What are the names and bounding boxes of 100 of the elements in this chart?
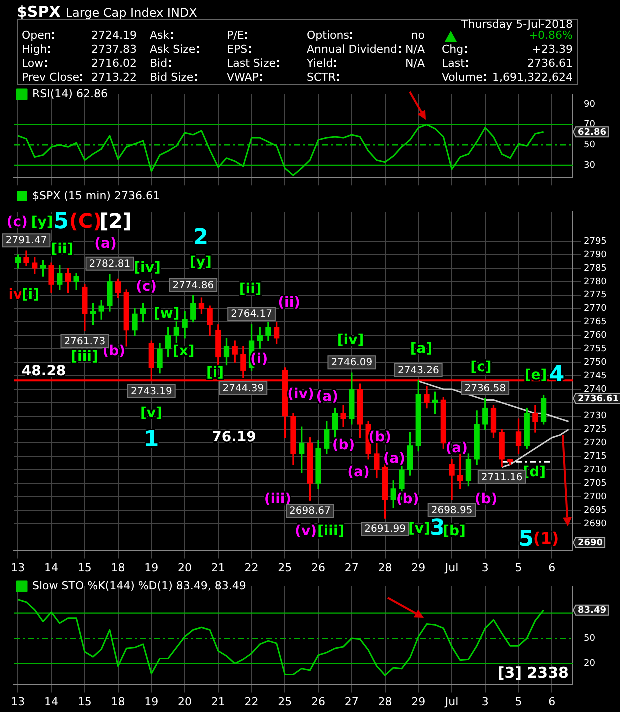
y-tick-label: 2785 bbox=[584, 264, 607, 274]
x-tick-label: 19 bbox=[144, 561, 159, 574]
annotation: (a) bbox=[316, 389, 338, 406]
category-label: Last bbox=[442, 57, 465, 70]
annotation: 2743.19 bbox=[130, 386, 172, 398]
annotation: [c] bbox=[470, 360, 492, 376]
annotation: [iv] bbox=[134, 260, 161, 276]
y-tick-label: 2700 bbox=[584, 492, 608, 502]
x-tick-label: 15 bbox=[78, 695, 92, 708]
x-tick-label: 27 bbox=[344, 695, 359, 708]
category-label: Ask bbox=[150, 29, 170, 42]
annotation: [3] 2338 bbox=[498, 664, 569, 682]
y-tick-label: 2725 bbox=[584, 425, 607, 436]
annotation: (a) bbox=[94, 236, 117, 252]
x-tick-label: 5 bbox=[515, 695, 522, 708]
annotation: 2744.39 bbox=[222, 383, 264, 394]
annotation: (b) bbox=[396, 491, 420, 508]
annotation: 2746.09 bbox=[331, 358, 373, 369]
annotation: 3 bbox=[430, 516, 446, 542]
y-tick-label: 2755 bbox=[584, 344, 607, 354]
annotation: [a] bbox=[410, 340, 433, 357]
category-label: VWAP bbox=[227, 71, 259, 84]
y-tick-label: 2760 bbox=[584, 331, 608, 342]
category-label: Annual Dividend bbox=[307, 43, 398, 56]
y-tick-label: 2730 bbox=[584, 412, 608, 422]
x-tick-label: 13 bbox=[11, 695, 26, 708]
annotation: [iii] bbox=[317, 524, 345, 540]
x-tick-label: 14 bbox=[44, 561, 59, 574]
y-tick-label: 50 bbox=[584, 634, 596, 644]
x-tick-label: 26 bbox=[312, 695, 326, 708]
annotation: (v) bbox=[295, 524, 317, 540]
category-label: Bid Size bbox=[150, 71, 194, 84]
text: Thursday 5-Jul-2018 bbox=[462, 18, 573, 31]
x-tick-label: Jul bbox=[444, 695, 459, 708]
x-tick-label: 21 bbox=[211, 561, 226, 574]
category-label: EPS bbox=[227, 43, 248, 56]
annotation: 2743.26 bbox=[398, 365, 440, 376]
y-tick-label: 2720 bbox=[584, 438, 608, 449]
category-label: Ask Size bbox=[150, 43, 196, 56]
x-tick-label: 3 bbox=[482, 695, 489, 708]
annotation: 2761.73 bbox=[64, 336, 106, 348]
y-tick-label: 2690 bbox=[584, 519, 608, 530]
annotation: 2764.17 bbox=[231, 309, 272, 320]
text: 2737.83 bbox=[92, 43, 137, 56]
annotation: [e] bbox=[524, 368, 548, 384]
x-tick-label: 29 bbox=[412, 561, 426, 574]
annotation: [ii] bbox=[51, 241, 74, 258]
annotation: [y] bbox=[31, 214, 54, 230]
annotation: [v] bbox=[408, 520, 430, 537]
annotation: 2698.95 bbox=[431, 505, 473, 516]
annotation: [i] bbox=[22, 286, 40, 303]
annotation: (a) bbox=[446, 440, 468, 456]
legend-label: $SPX (15 min) 2736.61 bbox=[32, 189, 160, 202]
x-tick-label: 14 bbox=[44, 695, 59, 708]
y-tick-label: 2765 bbox=[584, 318, 607, 328]
x-tick-label: 20 bbox=[178, 695, 192, 708]
annotation: 2698.67 bbox=[290, 506, 331, 518]
text: 2716.02 bbox=[92, 57, 137, 70]
x-tick-label: 25 bbox=[278, 561, 292, 574]
category-label: Low bbox=[22, 57, 44, 70]
annotation: 5 bbox=[518, 526, 534, 552]
annotation: (a) bbox=[348, 464, 370, 480]
annotation: (b) bbox=[474, 491, 498, 508]
category-label: Last Size bbox=[227, 57, 276, 70]
annotation: (C) bbox=[69, 208, 102, 233]
x-tick-label: 20 bbox=[178, 561, 192, 574]
text: $SPX bbox=[17, 3, 61, 21]
text: N/A bbox=[406, 57, 425, 70]
y-tick-label: 2790 bbox=[584, 250, 608, 260]
x-tick-label: 3 bbox=[482, 561, 489, 574]
x-tick-label: 15 bbox=[78, 561, 92, 574]
y-tick-label: 30 bbox=[584, 160, 596, 171]
x-tick-label: 22 bbox=[244, 695, 259, 708]
annotation: 2711.16 bbox=[481, 472, 523, 484]
y-tick-label: 2770 bbox=[584, 304, 608, 314]
annotation: 2 bbox=[193, 226, 209, 251]
x-tick-label: 5 bbox=[515, 561, 522, 574]
annotation: [b] bbox=[443, 524, 466, 540]
y-tick-label: 2780 bbox=[584, 277, 608, 288]
annotation: (iii) bbox=[264, 491, 292, 508]
x-tick-label: 18 bbox=[111, 561, 126, 574]
text: no bbox=[411, 29, 425, 42]
annotation: (c) bbox=[136, 278, 158, 295]
annotation: [2] bbox=[100, 208, 132, 233]
annotation: [iv] bbox=[337, 332, 364, 349]
y-tick-label: 2740 bbox=[584, 384, 608, 395]
y-tick-label: 2775 bbox=[584, 290, 607, 301]
y-tick-label: 2745 bbox=[584, 371, 607, 382]
x-tick-label: 22 bbox=[244, 561, 259, 574]
category-label: SCTR bbox=[307, 71, 336, 84]
x-tick-label: 25 bbox=[278, 695, 292, 708]
annotation: (b) bbox=[332, 438, 356, 454]
legend-label: Slow STO %K(144) %D(1) 83.49, 83.49 bbox=[32, 579, 246, 592]
x-tick-label: Jul bbox=[444, 561, 459, 574]
annotation: 76.19 bbox=[212, 430, 256, 446]
category-label: Volume bbox=[442, 71, 483, 84]
y-tick-label: 20 bbox=[584, 659, 596, 670]
category-label: Prev Close bbox=[22, 71, 80, 84]
annotation: [y] bbox=[190, 254, 212, 271]
x-tick-label: 6 bbox=[548, 695, 556, 708]
